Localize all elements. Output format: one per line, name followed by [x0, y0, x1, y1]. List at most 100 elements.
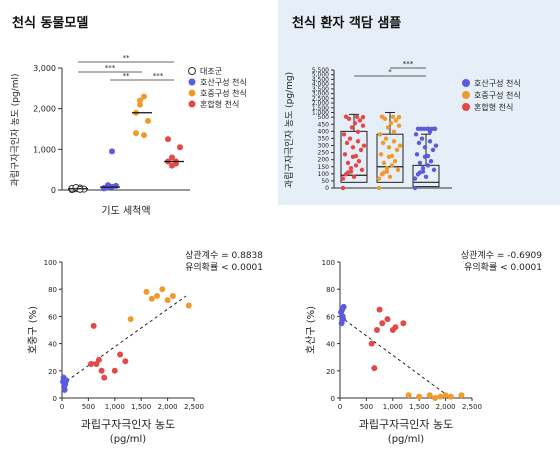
data-point: [356, 159, 362, 164]
data-point: [347, 136, 353, 141]
data-point: [360, 123, 366, 128]
data-point: [358, 147, 364, 153]
y-tick-label: 1,000: [33, 145, 56, 154]
legend-marker: [188, 89, 196, 97]
data-point: [419, 136, 425, 141]
data-point: [354, 114, 360, 120]
x-axis-unit: (pg/ml): [388, 434, 424, 445]
data-point: [342, 152, 348, 157]
data-point: [392, 324, 399, 331]
y-tick-label: 100: [44, 259, 57, 267]
legend-label: 혼합형 천식: [474, 102, 513, 112]
y-tick-label: 80: [48, 286, 57, 294]
data-point: [384, 165, 390, 171]
data-point: [420, 165, 426, 171]
data-point: [442, 392, 449, 399]
data-point: [413, 132, 419, 137]
data-point: [111, 367, 118, 374]
data-point: [376, 185, 382, 191]
data-point: [371, 365, 378, 372]
x-tick-label: 2,000: [158, 403, 178, 411]
data-point: [76, 185, 84, 193]
y-axis-label: 과립구자극인자 농도 (pg/ml): [10, 74, 21, 187]
data-point: [378, 152, 384, 157]
y-tick-label: 80: [326, 286, 335, 294]
data-point: [427, 139, 433, 144]
data-point: [340, 185, 346, 191]
y-tick-label: 450: [318, 121, 330, 128]
data-point: [101, 374, 108, 381]
y-tick-label: 40: [326, 341, 335, 349]
legend-marker: [462, 79, 470, 87]
data-point: [368, 340, 375, 347]
significance-label: ***: [403, 60, 414, 68]
data-point: [391, 129, 397, 134]
data-point: [352, 120, 358, 126]
data-point: [344, 140, 350, 146]
data-point: [185, 302, 192, 309]
data-point: [380, 140, 386, 146]
y-tick-label: 400: [318, 128, 330, 135]
data-point: [117, 351, 124, 358]
data-point: [113, 182, 119, 189]
data-point: [348, 165, 354, 171]
data-point: [350, 145, 356, 150]
data-point: [416, 140, 422, 146]
y-tick-label: 4,000: [312, 81, 329, 88]
x-tick-label: 1,000: [383, 403, 403, 411]
data-point: [373, 327, 380, 333]
data-point: [414, 152, 420, 157]
data-point: [387, 174, 393, 180]
x-axis-label: 기도 세척액: [101, 205, 150, 217]
data-point: [376, 306, 383, 313]
y-tick-label: 5,500: [312, 67, 329, 74]
data-point: [127, 316, 134, 323]
y-tick-label: 4,500: [312, 76, 329, 83]
x-tick-label: 0: [338, 403, 342, 411]
x-tick-label: 2,000: [436, 403, 456, 411]
data-point: [384, 169, 390, 174]
data-point: [405, 392, 412, 399]
data-point: [415, 172, 421, 177]
data-point: [349, 125, 355, 130]
data-point: [348, 169, 354, 174]
legend-label: 호중구성 천식: [474, 90, 521, 100]
y-tick-label: 500: [318, 114, 330, 121]
data-point: [397, 143, 403, 148]
significance-label: **: [123, 54, 131, 62]
data-point: [353, 153, 359, 159]
p-value: 유의확률 < 0.0001: [464, 261, 542, 273]
data-point: [141, 132, 147, 139]
data-point: [430, 147, 436, 153]
y-axis-label: 과립구자극인자 농도 (pg/mg): [284, 72, 295, 188]
legend-label: 대조군: [200, 67, 222, 76]
data-point: [385, 125, 391, 130]
data-point: [177, 144, 183, 151]
data-point: [431, 167, 437, 173]
y-tick-label: 350: [318, 135, 330, 142]
data-point: [433, 143, 439, 148]
significance-label: ***: [153, 72, 164, 80]
x-axis-label: 과립구자극인자 농도: [359, 418, 454, 431]
data-point: [340, 303, 347, 310]
data-point: [428, 159, 434, 164]
data-point: [395, 167, 401, 173]
data-point: [425, 153, 431, 159]
data-point: [447, 393, 454, 400]
y-tick-label: 0: [53, 395, 57, 403]
x-tick-label: 2,500: [462, 403, 482, 411]
data-point: [437, 393, 444, 400]
y-tick-label: 2,500: [312, 95, 329, 102]
data-point: [400, 320, 407, 327]
data-point: [388, 120, 394, 126]
data-point: [423, 174, 429, 180]
legend-marker: [188, 78, 196, 86]
data-point: [145, 117, 151, 124]
y-tick-label: 1,000: [312, 109, 329, 116]
data-point: [109, 148, 115, 155]
x-tick-label: 1,000: [105, 403, 125, 411]
y-tick-label: 0: [51, 186, 56, 195]
data-point: [379, 172, 385, 177]
data-point: [148, 295, 155, 302]
correlation-coefficient: 상관계수 = 0.8838: [185, 249, 263, 261]
